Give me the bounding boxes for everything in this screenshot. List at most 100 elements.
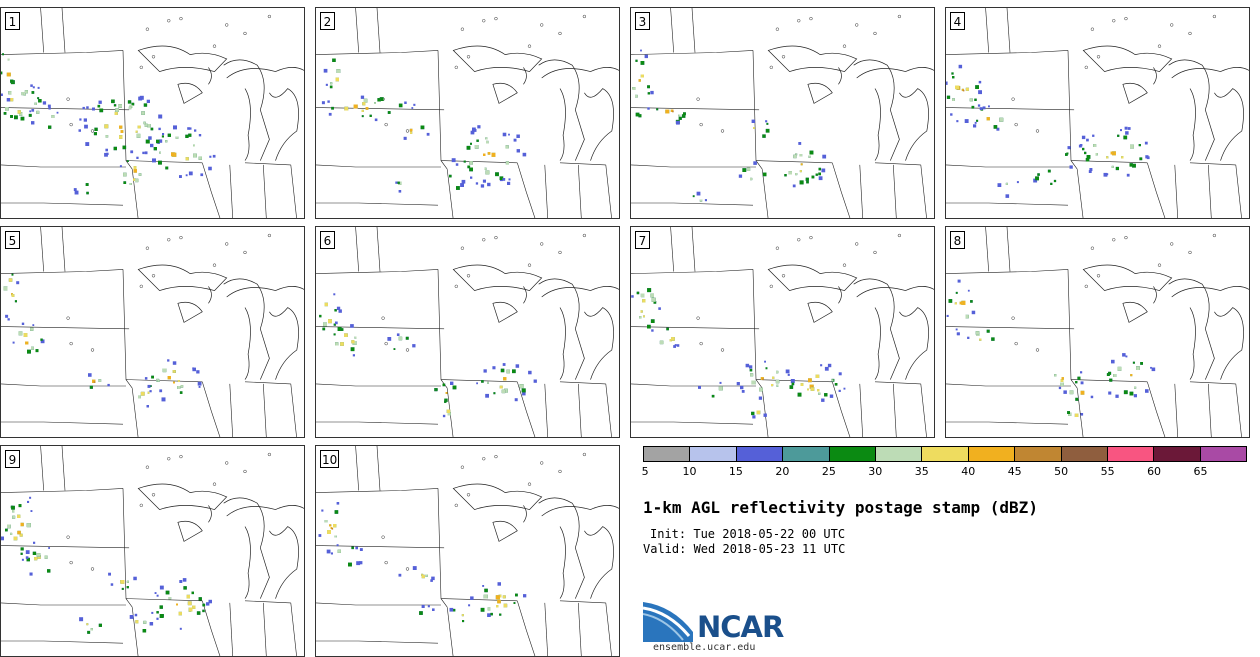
reflectivity-cell — [10, 79, 14, 83]
reflectivity-cell — [118, 104, 122, 108]
reflectivity-cell — [784, 174, 787, 177]
island-outline — [1124, 235, 1128, 240]
reflectivity-cell — [40, 339, 45, 344]
great-lakes-shoreline — [1122, 301, 1148, 323]
reflectivity-cell — [993, 125, 998, 129]
reflectivity-cell — [979, 107, 983, 110]
reflectivity-cell — [719, 381, 722, 384]
island-outline — [1096, 274, 1101, 278]
reflectivity-cell — [334, 535, 337, 538]
reflectivity-cell — [495, 172, 499, 177]
reflectivity-cell — [790, 379, 795, 383]
reflectivity-cell — [350, 324, 354, 328]
reflectivity-cell — [123, 172, 127, 177]
reflectivity-cell — [1075, 397, 1079, 401]
reflectivity-cell — [333, 293, 336, 296]
island-outline — [1157, 44, 1162, 48]
reflectivity-cell — [758, 396, 763, 400]
great-lakes-shoreline — [1153, 67, 1157, 85]
reflectivity-cell — [996, 127, 1000, 131]
reflectivity-cell — [335, 77, 339, 82]
state-border — [316, 164, 441, 168]
reflectivity-cell — [824, 366, 829, 371]
reflectivity-cell — [348, 562, 352, 567]
reflectivity-cell — [171, 152, 175, 157]
great-lakes-shoreline — [853, 278, 900, 380]
state-border — [244, 381, 291, 385]
reflectivity-cell — [324, 302, 328, 307]
state-border — [1174, 164, 1178, 218]
state-border — [1, 545, 130, 549]
reflectivity-cell — [110, 583, 114, 586]
state-border — [1, 640, 124, 644]
reflectivity-cell — [79, 617, 84, 622]
state-border — [446, 607, 454, 656]
reflectivity-cell — [42, 101, 47, 105]
reflectivity-cell — [751, 411, 755, 416]
great-lakes-shoreline — [541, 67, 619, 79]
reflectivity-cell — [640, 61, 645, 65]
state-border — [229, 602, 233, 656]
reflectivity-cell — [789, 385, 794, 389]
reflectivity-cell — [432, 608, 435, 611]
reflectivity-cell — [455, 163, 459, 166]
state-border — [290, 383, 297, 437]
reflectivity-cell — [94, 127, 98, 131]
state-border — [605, 164, 612, 218]
reflectivity-cell — [954, 302, 957, 305]
reflectivity-cell — [156, 139, 160, 144]
reflectivity-cell — [156, 617, 159, 620]
reflectivity-cell — [351, 340, 355, 344]
island-outline — [69, 560, 73, 565]
reflectivity-cell — [967, 336, 970, 339]
reflectivity-cell — [977, 104, 981, 107]
reflectivity-cell — [114, 111, 118, 115]
reflectivity-cell — [37, 97, 40, 100]
reflectivity-cell — [111, 99, 115, 104]
island-outline — [873, 250, 877, 255]
reflectivity-cell — [477, 125, 481, 129]
island-outline — [797, 238, 801, 242]
reflectivity-cell — [1125, 355, 1128, 358]
reflectivity-cell — [133, 166, 137, 170]
reflectivity-cell — [202, 609, 205, 613]
reflectivity-cell — [513, 138, 517, 142]
reflectivity-cell — [431, 576, 435, 581]
state-border — [1, 107, 130, 111]
reflectivity-cell — [344, 333, 348, 337]
reflectivity-cell — [150, 127, 154, 131]
great-lakes-shoreline — [244, 88, 251, 161]
reflectivity-cell — [964, 119, 969, 123]
reflectivity-cell — [173, 370, 176, 373]
colorbar-tick-label: 30 — [868, 465, 883, 478]
reflectivity-cell — [144, 151, 148, 155]
island-outline — [482, 457, 486, 461]
reflectivity-cell — [16, 281, 20, 285]
state-border — [1, 269, 124, 274]
reflectivity-cell — [516, 134, 520, 138]
reflectivity-cell — [198, 386, 201, 388]
great-lakes-shoreline — [226, 505, 304, 517]
reflectivity-cell — [150, 143, 154, 148]
reflectivity-cell — [635, 112, 640, 117]
reflectivity-cell — [753, 161, 757, 165]
reflectivity-cell — [1067, 146, 1071, 150]
colorbar-tick-label: 35 — [914, 465, 929, 478]
island-outline — [460, 246, 465, 250]
reflectivity-cell — [1093, 144, 1097, 147]
reflectivity-cell — [506, 369, 510, 374]
great-lakes-shoreline — [899, 88, 929, 161]
island-outline — [381, 316, 385, 320]
reflectivity-cell — [82, 106, 85, 110]
reflectivity-map — [1, 8, 304, 218]
great-lakes-shoreline — [1082, 264, 1173, 292]
reflectivity-cell — [644, 54, 648, 59]
reflectivity-cell — [515, 593, 518, 597]
state-border — [691, 8, 696, 53]
state-border — [893, 164, 897, 218]
valid-time: Valid: Wed 2018-05-23 11 UTC — [643, 542, 846, 556]
state-border — [1070, 379, 1148, 383]
state-border — [290, 602, 297, 656]
island-outline — [1084, 284, 1088, 289]
reflectivity-cell — [198, 597, 202, 601]
